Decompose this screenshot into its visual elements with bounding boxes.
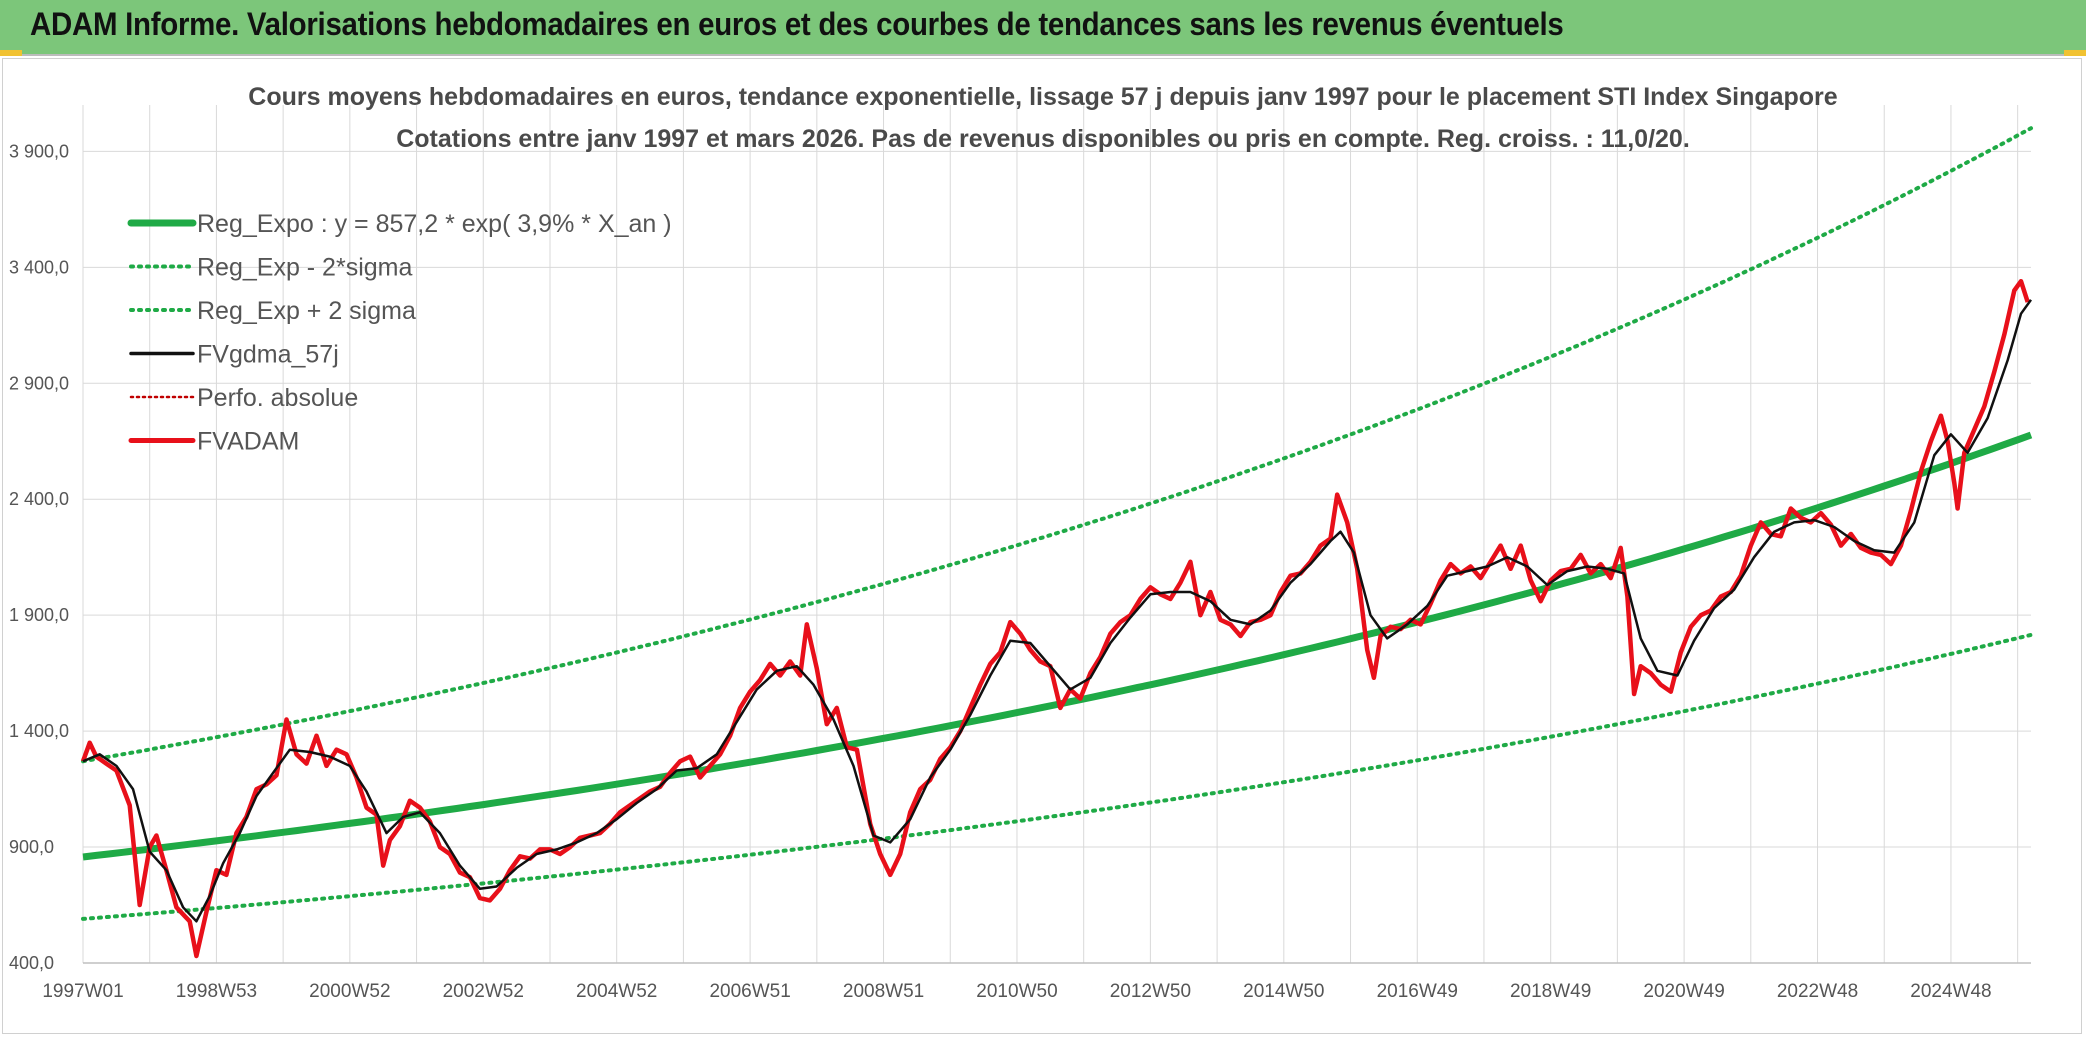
series-fvadam xyxy=(80,278,2030,959)
x-tick-label: 2022W48 xyxy=(1777,981,1858,1002)
x-tick-label: 2004W52 xyxy=(576,981,657,1002)
banner-corner-right xyxy=(2064,50,2086,56)
chart-subtitle: Cotations entre janv 1997 et mars 2026. … xyxy=(396,125,1690,153)
x-tick-label: 2024W48 xyxy=(1910,981,1991,1002)
y-tick-label: 1 900,0 xyxy=(9,605,69,625)
legend-label: FVADAM xyxy=(197,428,299,456)
legend: Reg_Expo : y = 857,2 * exp( 3,9% * X_an … xyxy=(127,210,672,456)
x-tick-label: 2018W49 xyxy=(1510,981,1591,1002)
legend-label: Reg_Exp + 2 sigma xyxy=(197,297,416,325)
x-tick-label: 2012W50 xyxy=(1110,981,1191,1002)
x-tick-label: 2020W49 xyxy=(1643,981,1724,1002)
y-tick-label: 3 400,0 xyxy=(9,257,69,277)
chart: 400,0 900,0 1 400,0 1 900,0 2 400,0 2 900,0 3 … xyxy=(9,83,2033,1002)
series xyxy=(80,126,2033,959)
x-tick-label: 2010W50 xyxy=(976,981,1057,1002)
y-tick-label: 2 400,0 xyxy=(9,489,69,509)
legend-label: Reg_Expo : y = 857,2 * exp( 3,9% * X_an … xyxy=(197,210,672,238)
legend-label: FVgdma_57j xyxy=(197,341,339,369)
series-upper-band xyxy=(81,126,2033,764)
x-tick-label: 1997W01 xyxy=(42,981,123,1002)
x-tick-label: 2002W52 xyxy=(443,981,524,1002)
y-tick-label: 900,0 xyxy=(9,837,54,857)
chart-frame: 400,0 900,0 1 400,0 1 900,0 2 400,0 2 900,0 3 … xyxy=(2,58,2082,1034)
x-tick-label: 1998W53 xyxy=(176,981,257,1002)
report-banner: ADAM Informe. Valorisations hebdomadaire… xyxy=(0,0,2086,56)
y-tick-label: 1 400,0 xyxy=(9,721,69,741)
x-tick-label: 2006W51 xyxy=(709,981,790,1002)
legend-label: Perfo. absolue xyxy=(197,384,358,412)
y-tick-label: 2 900,0 xyxy=(9,373,69,393)
report-title: ADAM Informe. Valorisations hebdomadaire… xyxy=(30,6,1564,42)
x-tick-label: 2008W51 xyxy=(843,981,924,1002)
series-fvgdma-57j xyxy=(82,299,2033,923)
y-tick-label: 3 900,0 xyxy=(9,141,69,161)
x-tick-label: 2016W49 xyxy=(1377,981,1458,1002)
series-lower-band xyxy=(81,632,2033,921)
y-tick-label: 400,0 xyxy=(9,953,54,973)
legend-label: Reg_Exp - 2*sigma xyxy=(197,254,412,282)
banner-corner-left xyxy=(0,50,22,56)
x-tick-label: 2000W52 xyxy=(309,981,390,1002)
series-exponential-trend xyxy=(82,431,2033,861)
chart-title: Cours moyens hebdomadaires en euros, ten… xyxy=(248,83,1837,111)
x-tick-label: 2014W50 xyxy=(1243,981,1324,1002)
axes: 400,0 900,0 1 400,0 1 900,0 2 400,0 2 900,0 3 … xyxy=(9,141,2031,1002)
